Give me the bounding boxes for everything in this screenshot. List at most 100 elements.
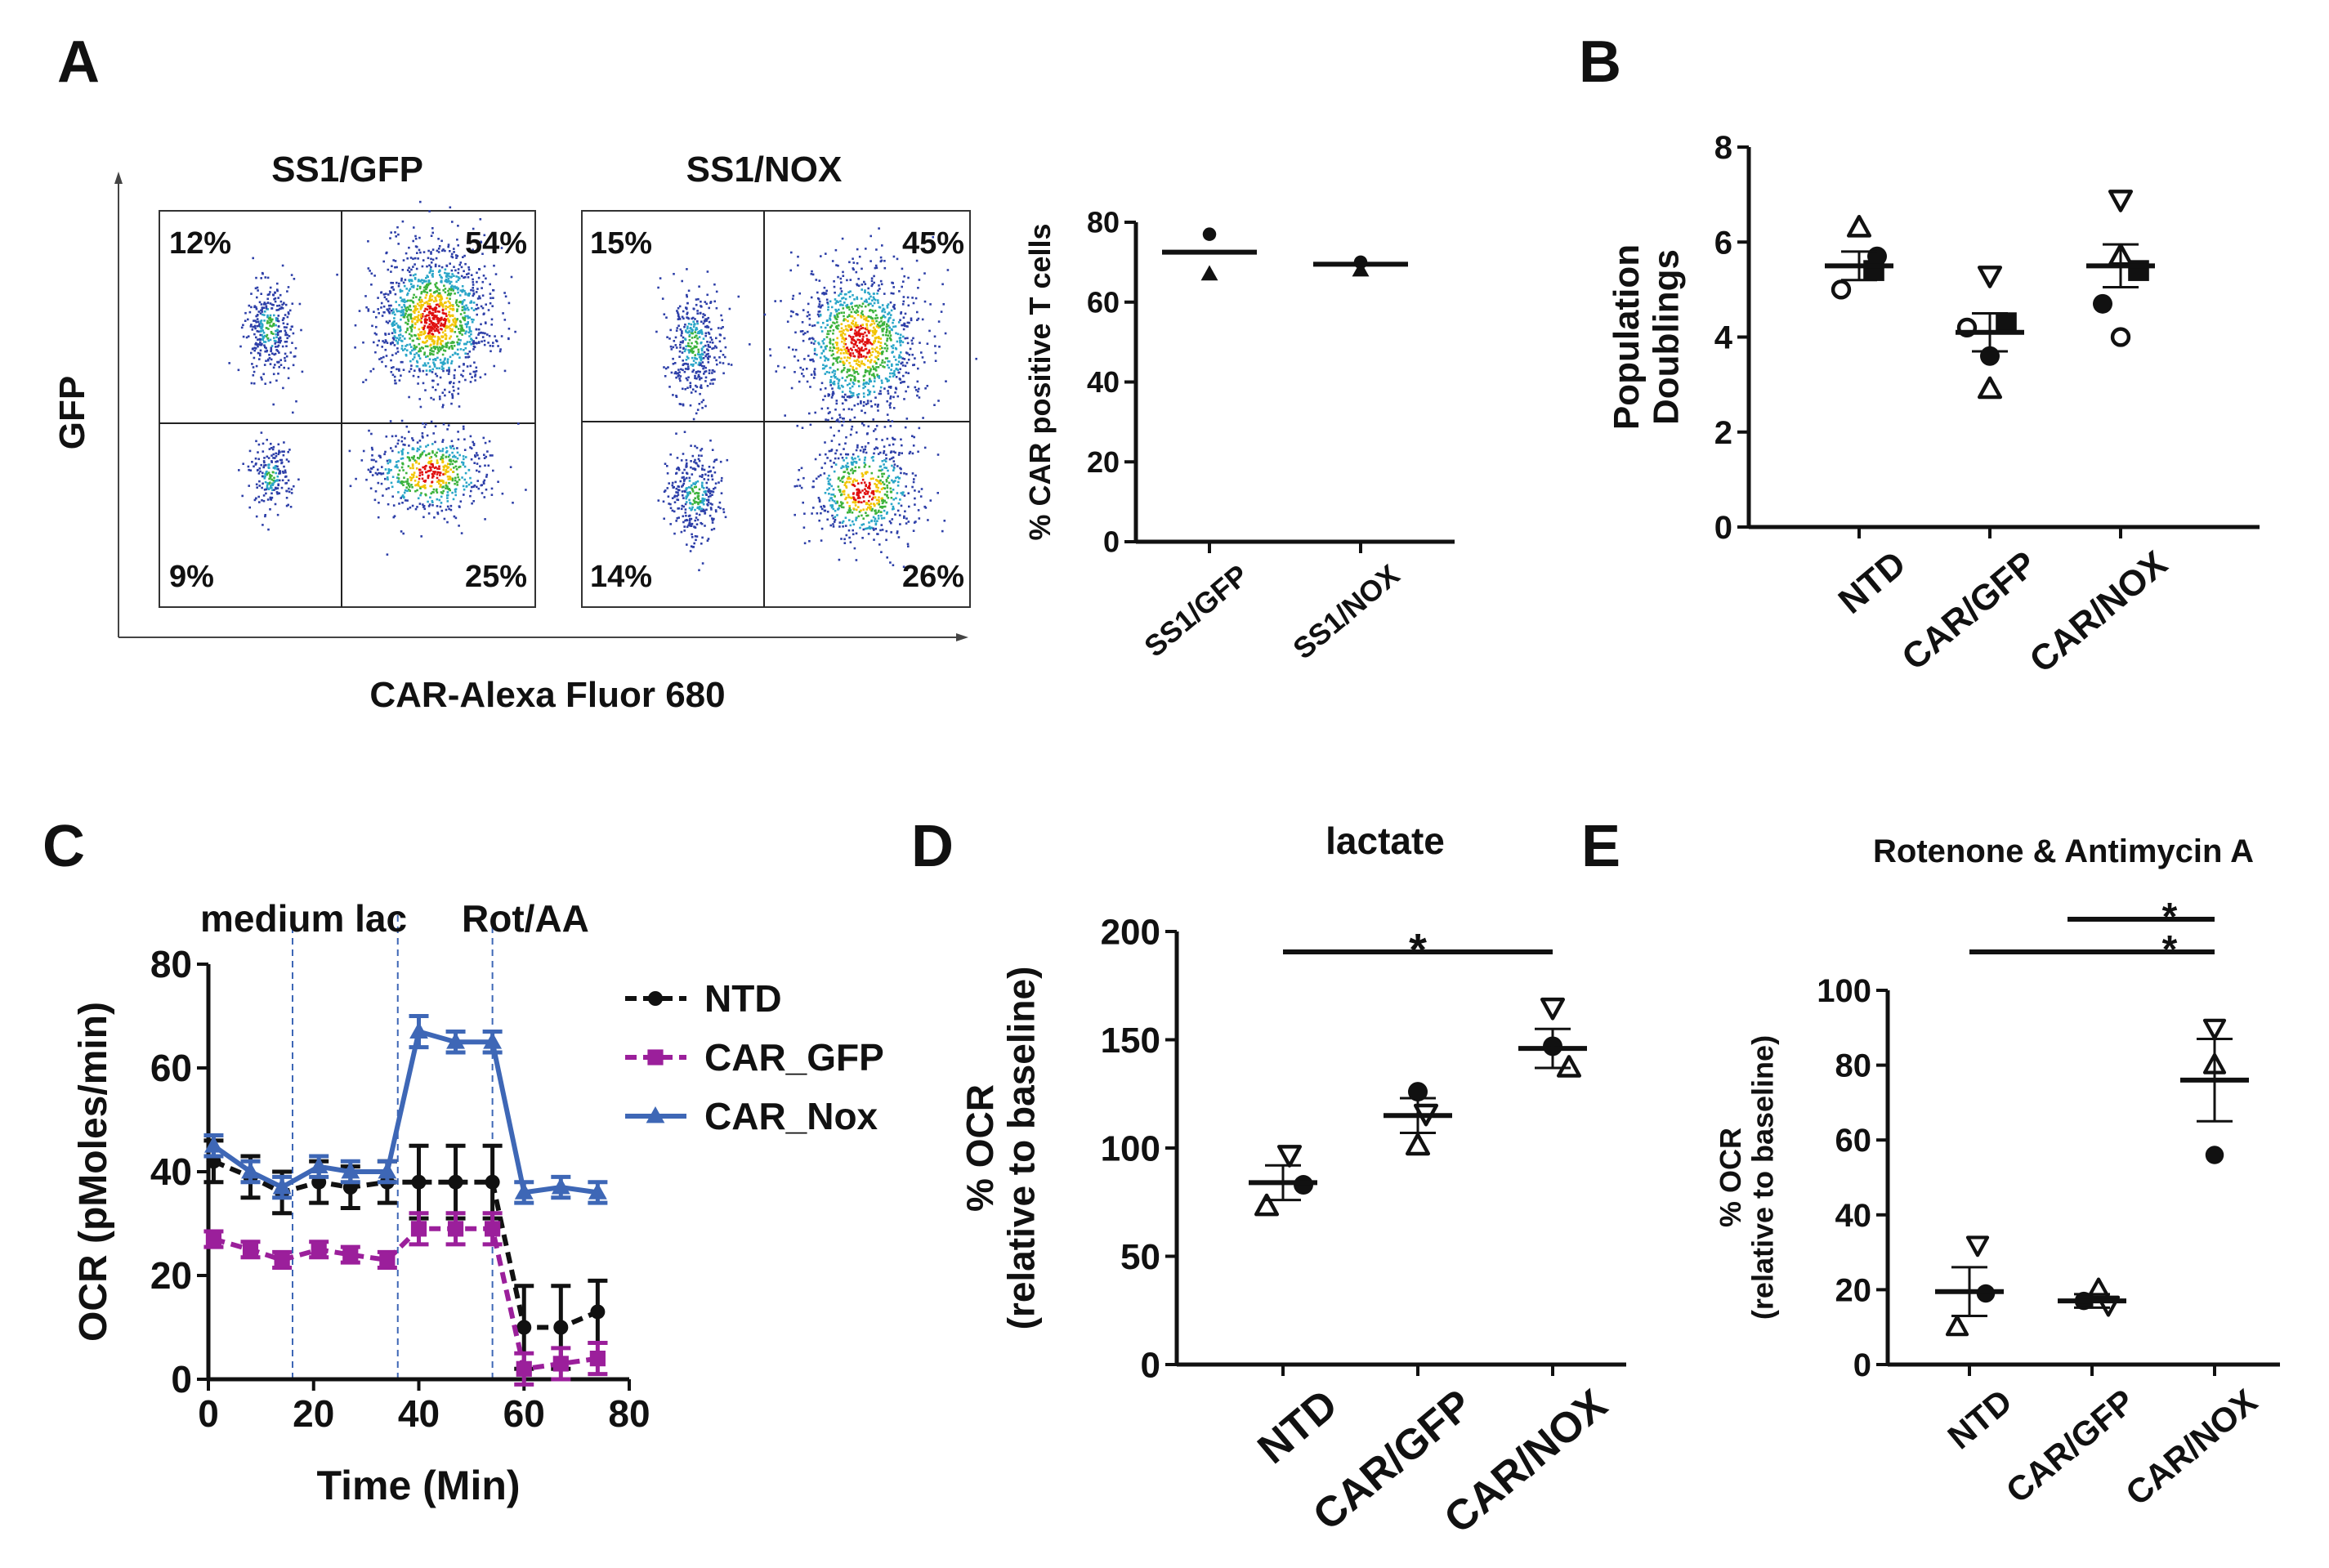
flow-event-dot [890, 345, 893, 348]
flow-event-dot [885, 512, 888, 515]
flow-event-dot [379, 456, 382, 459]
flow-event-dot [364, 295, 367, 297]
flow-event-dot [391, 312, 394, 315]
flow-event-dot [886, 437, 889, 440]
flow-event-dot [431, 476, 434, 479]
flow-event-dot [436, 498, 439, 501]
flow-event-dot [444, 329, 447, 332]
flow-event-dot [283, 441, 285, 444]
flow-event-dot [834, 509, 837, 512]
flow-event-dot [712, 378, 714, 381]
flow-event-dot [436, 347, 440, 350]
flow-event-dot [707, 474, 710, 477]
flow-event-dot [878, 321, 881, 324]
flow-event-dot [416, 457, 419, 459]
flow-event-dot [834, 308, 837, 311]
flow-event-dot [859, 353, 861, 356]
flow-event-dot [278, 330, 281, 333]
flow-event-dot [489, 283, 491, 286]
flow-event-dot [365, 306, 368, 309]
flow-event-dot [267, 528, 270, 531]
flow-event-dot [367, 267, 370, 270]
y-tick-label: 20 [1087, 445, 1120, 479]
flow-event-dot [713, 460, 716, 463]
flow-x-arrow [956, 633, 968, 641]
x-tick-label: SS1/GFP [1138, 558, 1254, 663]
flow-event-dot [812, 377, 816, 379]
flow-event-dot [793, 371, 796, 373]
flow-event-dot [454, 323, 457, 326]
flow-event-dot [431, 350, 434, 352]
flow-event-dot [386, 553, 389, 556]
flow-event-dot [911, 452, 914, 455]
flow-event-dot [810, 296, 813, 299]
flow-event-dot [709, 489, 712, 493]
flow-event-dot [429, 306, 432, 308]
flow-event-dot [472, 442, 476, 445]
flow-event-dot [704, 332, 708, 335]
flow-event-dot [874, 310, 877, 312]
flow-event-dot [265, 350, 268, 353]
flow-event-dot [694, 444, 696, 448]
flow-event-dot [476, 288, 479, 290]
flow-event-dot [298, 302, 302, 306]
flow-event-dot [402, 443, 405, 446]
flow-event-dot [425, 284, 428, 286]
flow-event-dot [686, 525, 689, 529]
flow-event-dot [482, 482, 485, 485]
flow-event-dot [270, 454, 273, 457]
flow-event-dot [287, 503, 289, 507]
flow-event-dot [435, 282, 438, 284]
flow-event-dot [484, 373, 487, 376]
flow-event-dot [715, 510, 717, 513]
flow-event-dot [834, 315, 836, 317]
flow-event-dot [427, 475, 430, 478]
flow-event-dot [416, 489, 418, 492]
flow-event-dot [445, 297, 449, 300]
flow-event-dot [845, 453, 847, 456]
flow-event-dot [819, 306, 822, 309]
flow-event-dot [449, 324, 452, 327]
flow-event-dot [860, 402, 862, 404]
flow-event-dot [422, 333, 425, 336]
flow-event-dot [881, 529, 884, 531]
flow-event-dot [272, 324, 275, 327]
flow-event-dot [264, 515, 266, 518]
flow-event-dot [257, 314, 259, 316]
flow-event-dot [403, 491, 406, 494]
flow-event-dot [450, 252, 454, 256]
flow-event-dot [284, 314, 287, 316]
flow-event-dot [864, 385, 866, 388]
flow-event-dot [695, 481, 697, 484]
flow-event-dot [834, 298, 837, 301]
flow-event-dot [891, 457, 893, 460]
flow-event-dot [448, 507, 450, 511]
flow-event-dot [886, 413, 889, 416]
flow-event-dot [483, 234, 486, 237]
flow-event-dot [684, 368, 687, 370]
flow-event-dot [247, 465, 250, 468]
flow-event-dot [868, 349, 870, 352]
flow-event-dot [369, 487, 373, 489]
flow-event-dot [852, 338, 855, 342]
flow-event-dot [707, 478, 709, 481]
flow-event-dot [450, 440, 454, 443]
flow-event-dot [883, 505, 887, 508]
flow-event-dot [414, 507, 418, 511]
flow-event-dot [850, 469, 852, 471]
flow-event-dot [704, 489, 707, 493]
flow-event-dot [270, 319, 273, 321]
flow-event-dot [847, 496, 850, 498]
flow-event-dot [926, 342, 929, 345]
flow-event-dot [710, 328, 713, 331]
flow-event-dot [395, 301, 397, 303]
flow-event-dot [449, 327, 451, 330]
flow-event-dot [362, 449, 365, 453]
flow-event-dot [427, 314, 430, 317]
flow-event-dot [274, 342, 276, 345]
flow-event-dot [412, 439, 414, 442]
flow-event-dot [252, 325, 254, 328]
flow-event-dot [259, 333, 262, 337]
flow-event-dot [672, 357, 674, 360]
flow-event-dot [430, 312, 433, 315]
